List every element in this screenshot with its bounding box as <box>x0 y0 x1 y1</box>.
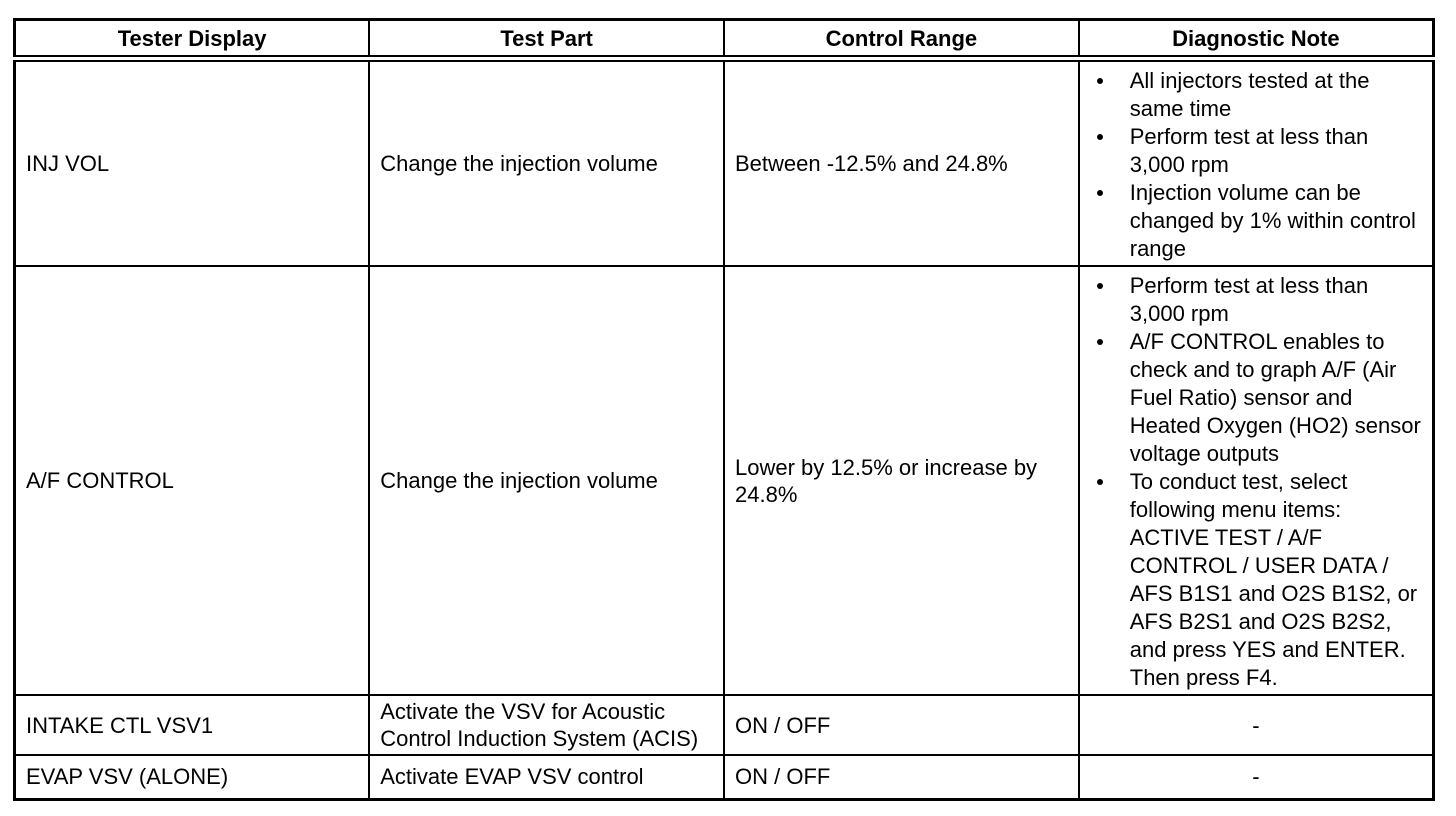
cell-tester-display: INTAKE CTL VSV1 <box>13 694 371 756</box>
cell-test-part: Activate EVAP VSV control <box>368 754 725 800</box>
cell-control-range: Lower by 12.5% or increase by 24.8% <box>723 265 1080 696</box>
column-header-tester-display: Tester Display <box>13 18 371 62</box>
diagnostic-note-item: Perform test at less than 3,000 rpm <box>1081 123 1422 179</box>
diagnostic-note-list: All injectors tested at the same time Pe… <box>1081 67 1422 263</box>
table-row-evap-vsv-alone: EVAP VSV (ALONE) Activate EVAP VSV contr… <box>13 754 1435 800</box>
table-row-inj-vol: INJ VOL Change the injection volume Betw… <box>13 57 1435 267</box>
diagnostic-note-item: To conduct test, select following menu i… <box>1081 468 1422 692</box>
cell-control-range: ON / OFF <box>723 754 1080 800</box>
table-row-intake-ctl-vsv1: INTAKE CTL VSV1 Activate the VSV for Aco… <box>13 694 1435 756</box>
diagnostic-note-item: All injectors tested at the same time <box>1081 67 1422 123</box>
cell-control-range: ON / OFF <box>723 694 1080 756</box>
header-row: Tester Display Test Part Control Range D… <box>13 18 1435 62</box>
cell-diagnostic-note: - <box>1077 754 1435 800</box>
cell-control-range: Between -12.5% and 24.8% <box>723 57 1080 267</box>
active-test-table: Tester Display Test Part Control Range D… <box>13 18 1435 801</box>
diagnostic-note-list: Perform test at less than 3,000 rpm A/F … <box>1081 272 1422 692</box>
column-header-diagnostic-note: Diagnostic Note <box>1077 18 1435 62</box>
cell-diagnostic-note: All injectors tested at the same time Pe… <box>1077 57 1435 267</box>
cell-tester-display: INJ VOL <box>13 57 371 267</box>
table-row-af-control: A/F CONTROL Change the injection volume … <box>13 265 1435 696</box>
cell-test-part: Activate the VSV for Acoustic Control In… <box>368 694 725 756</box>
diagnostic-note-item: A/F CONTROL enables to check and to grap… <box>1081 328 1422 468</box>
column-header-control-range: Control Range <box>723 18 1080 62</box>
cell-diagnostic-note: - <box>1077 694 1435 756</box>
diagnostic-note-item: Injection volume can be changed by 1% wi… <box>1081 179 1422 263</box>
diagnostic-note-item: Perform test at less than 3,000 rpm <box>1081 272 1422 328</box>
cell-test-part: Change the injection volume <box>368 265 725 696</box>
column-header-test-part: Test Part <box>368 18 725 62</box>
cell-diagnostic-note: Perform test at less than 3,000 rpm A/F … <box>1077 265 1435 696</box>
cell-tester-display: A/F CONTROL <box>13 265 371 696</box>
cell-tester-display: EVAP VSV (ALONE) <box>13 754 371 800</box>
cell-test-part: Change the injection volume <box>368 57 725 267</box>
